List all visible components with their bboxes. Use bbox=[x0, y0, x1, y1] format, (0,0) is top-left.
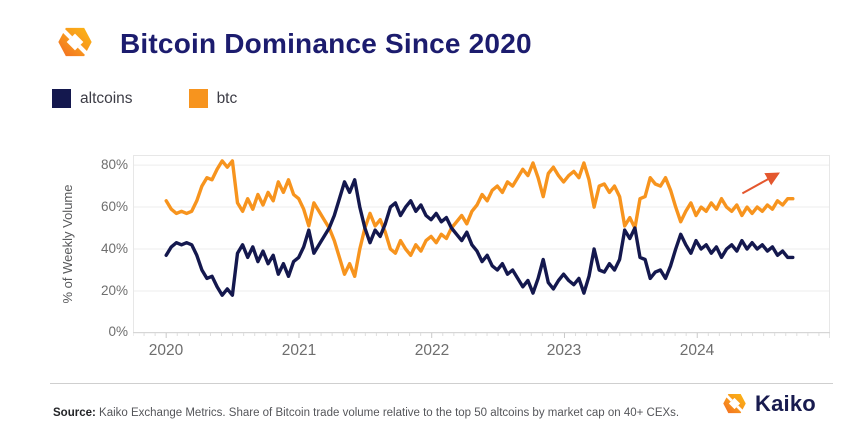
y-tick-60: 60% bbox=[100, 199, 128, 214]
source-label: Source: bbox=[53, 406, 96, 419]
footer-brand-name: Kaiko bbox=[755, 390, 816, 416]
x-tick-2024: 2024 bbox=[679, 342, 715, 359]
trend-arrow-annotation bbox=[741, 172, 780, 195]
dominance-line-chart bbox=[133, 155, 830, 338]
source-text: Kaiko Exchange Metrics. Share of Bitcoin… bbox=[99, 406, 680, 419]
x-tick-2021: 2021 bbox=[281, 342, 317, 359]
kaiko-brand-icon bbox=[722, 391, 747, 416]
page-title: Bitcoin Dominance Since 2020 bbox=[120, 28, 532, 59]
chart-legend: altcoins btc bbox=[52, 89, 237, 108]
footer-brand: Kaiko bbox=[721, 390, 816, 417]
y-axis-title: % of Weekly Volume bbox=[60, 184, 75, 304]
legend-item-btc: btc bbox=[188, 89, 238, 108]
y-tick-0: 0% bbox=[108, 324, 128, 339]
legend-label-btc: btc bbox=[216, 89, 238, 107]
x-tick-2022: 2022 bbox=[414, 342, 450, 359]
x-tick-2020: 2020 bbox=[148, 342, 184, 359]
footer-divider bbox=[50, 383, 833, 384]
source-note: Source: Kaiko Exchange Metrics. Share of… bbox=[53, 407, 693, 419]
y-tick-80: 80% bbox=[100, 157, 128, 172]
altcoins-color-swatch-icon bbox=[52, 89, 71, 108]
y-tick-20: 20% bbox=[100, 283, 128, 298]
legend-item-altcoins: altcoins bbox=[52, 89, 133, 108]
x-tick-2023: 2023 bbox=[546, 342, 582, 359]
legend-label-altcoins: altcoins bbox=[80, 89, 133, 107]
kaiko-logo-icon bbox=[56, 23, 94, 61]
y-tick-40: 40% bbox=[100, 241, 128, 256]
btc-color-swatch-icon bbox=[188, 89, 208, 108]
